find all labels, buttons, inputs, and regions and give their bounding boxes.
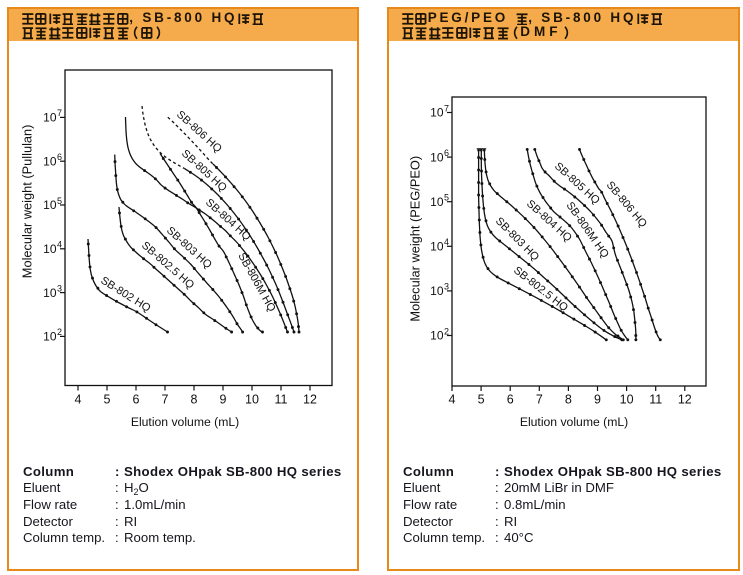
svg-text:Elution volume (mL): Elution volume (mL) xyxy=(520,415,628,429)
svg-text:5: 5 xyxy=(104,393,111,407)
svg-text:11: 11 xyxy=(275,393,288,407)
svg-text:10: 10 xyxy=(430,150,444,164)
svg-text:10: 10 xyxy=(43,286,57,300)
svg-text:Molecular weight (Pullulan): Molecular weight (Pullulan) xyxy=(20,125,35,279)
svg-text:10: 10 xyxy=(245,393,259,407)
svg-text:3: 3 xyxy=(444,282,449,292)
svg-text:10: 10 xyxy=(43,198,57,212)
svg-text:5: 5 xyxy=(57,196,62,206)
svg-text:SB-806M HQ: SB-806M HQ xyxy=(235,251,277,314)
svg-text:12: 12 xyxy=(678,393,692,407)
svg-text:SB-806 HQ: SB-806 HQ xyxy=(604,179,650,230)
svg-text:10: 10 xyxy=(620,393,634,407)
svg-text:6: 6 xyxy=(57,152,62,162)
svg-text:7: 7 xyxy=(162,393,169,407)
svg-text:10: 10 xyxy=(43,154,57,168)
svg-text:11: 11 xyxy=(649,393,662,407)
svg-text:4: 4 xyxy=(57,240,62,250)
svg-text:Elution volume (mL): Elution volume (mL) xyxy=(131,415,239,429)
svg-text:2: 2 xyxy=(57,327,62,337)
svg-text:10: 10 xyxy=(430,106,444,120)
svg-text:12: 12 xyxy=(303,393,317,407)
svg-text:10: 10 xyxy=(43,330,57,344)
svg-text:10: 10 xyxy=(43,111,57,125)
svg-text:SB-804 HQ: SB-804 HQ xyxy=(203,197,253,244)
svg-text:6: 6 xyxy=(507,393,514,407)
svg-text:5: 5 xyxy=(478,393,485,407)
svg-text:4: 4 xyxy=(75,393,82,407)
svg-text:9: 9 xyxy=(220,393,227,407)
svg-text:7: 7 xyxy=(444,103,449,113)
svg-text:10: 10 xyxy=(430,284,444,298)
svg-text:SB-806 HQ: SB-806 HQ xyxy=(174,109,224,156)
svg-text:9: 9 xyxy=(594,393,601,407)
svg-text:8: 8 xyxy=(191,393,198,407)
svg-text:7: 7 xyxy=(536,393,543,407)
svg-text:10: 10 xyxy=(430,329,444,343)
svg-text:3: 3 xyxy=(57,283,62,293)
svg-text:4: 4 xyxy=(449,393,456,407)
svg-text:6: 6 xyxy=(133,393,140,407)
svg-text:5: 5 xyxy=(444,193,449,203)
svg-text:SB-805 HQ: SB-805 HQ xyxy=(552,160,602,207)
svg-text:2: 2 xyxy=(444,326,449,336)
svg-text:SB-803 HQ: SB-803 HQ xyxy=(493,215,542,264)
svg-text:10: 10 xyxy=(43,242,57,256)
svg-text:Molecular weight (PEG/PEO): Molecular weight (PEG/PEO) xyxy=(407,156,422,322)
svg-text:4: 4 xyxy=(444,237,449,247)
svg-text:7: 7 xyxy=(57,108,62,118)
svg-text:10: 10 xyxy=(430,195,444,209)
svg-text:6: 6 xyxy=(444,148,449,158)
svg-text:10: 10 xyxy=(430,240,444,254)
svg-text:8: 8 xyxy=(565,393,572,407)
